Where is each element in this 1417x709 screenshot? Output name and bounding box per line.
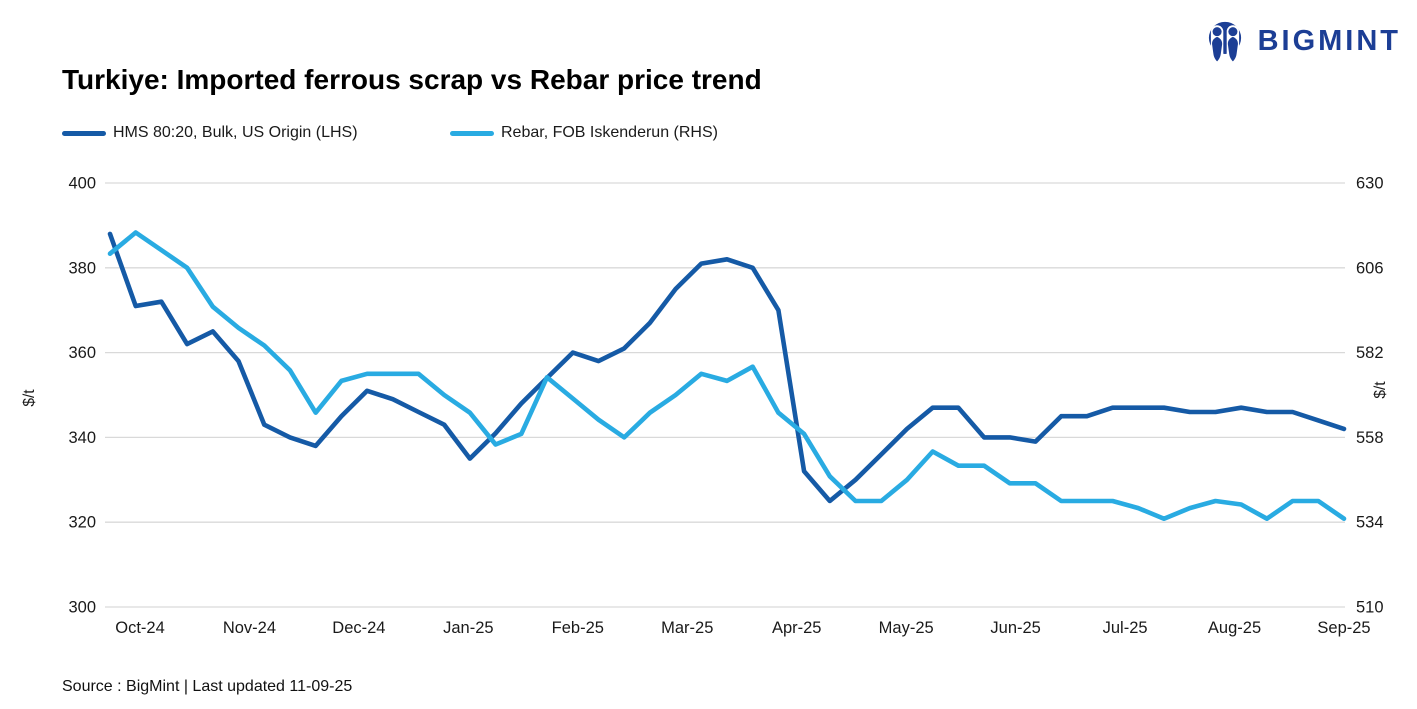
bigmint-logo: BIGMINT <box>1202 18 1401 64</box>
right-axis-tick-label: 630 <box>1356 175 1384 193</box>
bigmint-logo-icon <box>1208 21 1241 63</box>
left-axis-title: $/t <box>21 389 38 407</box>
x-axis-month-label: Oct-24 <box>115 619 165 637</box>
x-axis-month-label: Aug-25 <box>1208 619 1261 637</box>
x-axis-month-label: Jun-25 <box>990 619 1040 637</box>
legend-label-hms: HMS 80:20, Bulk, US Origin (LHS) <box>113 124 358 141</box>
x-axis-month-label: Dec-24 <box>332 619 385 637</box>
right-axis-tick-label: 606 <box>1356 259 1384 277</box>
right-axis-tick-label: 582 <box>1356 344 1384 362</box>
left-axis-tick-label: 300 <box>68 599 96 617</box>
right-axis-tick-label: 510 <box>1356 599 1384 617</box>
legend-item-hms: HMS 80:20, Bulk, US Origin (LHS) <box>62 122 358 144</box>
source-note: Source : BigMint | Last updated 11-09-25 <box>62 678 353 695</box>
legend-item-rebar: Rebar, FOB Iskenderun (RHS) <box>450 122 718 144</box>
series-line-rebar <box>107 230 1347 522</box>
x-axis-month-label: May-25 <box>879 619 934 637</box>
x-axis-month-label: Jul-25 <box>1103 619 1148 637</box>
series-line-hms <box>107 231 1347 504</box>
x-axis-month-label: Mar-25 <box>661 619 713 637</box>
right-axis-title: $/t <box>1372 381 1389 399</box>
left-axis-tick-label: 360 <box>68 344 96 362</box>
page-title: Turkiye: Imported ferrous scrap vs Rebar… <box>62 64 762 95</box>
right-axis-tick-label: 534 <box>1356 514 1384 532</box>
x-axis-month-label: Jan-25 <box>443 619 493 637</box>
legend-label-rebar: Rebar, FOB Iskenderun (RHS) <box>501 124 718 141</box>
legend-marker-hms <box>62 130 106 136</box>
x-axis-month-label: Apr-25 <box>772 619 822 637</box>
legend-marker-rebar <box>450 130 494 136</box>
x-axis-month-label: Sep-25 <box>1317 619 1370 637</box>
chart-legend: HMS 80:20, Bulk, US Origin (LHS) Rebar, … <box>0 122 1417 144</box>
left-axis-tick-label: 320 <box>68 514 96 532</box>
left-axis-tick-label: 400 <box>68 175 96 193</box>
bigmint-logo-text: BIGMINT <box>1257 24 1401 57</box>
left-axis-tick-label: 380 <box>68 259 96 277</box>
right-axis-tick-label: 558 <box>1356 429 1384 447</box>
left-axis-tick-label: 340 <box>68 429 96 447</box>
x-axis-month-label: Feb-25 <box>552 619 604 637</box>
x-axis-month-label: Nov-24 <box>223 619 276 637</box>
